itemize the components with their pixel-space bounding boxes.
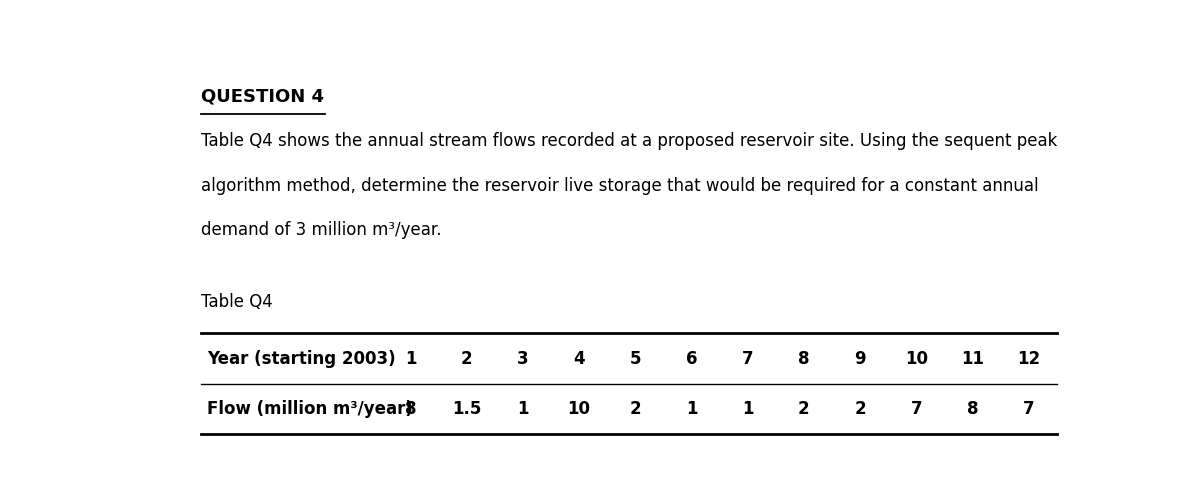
Text: 10: 10: [905, 350, 928, 368]
Text: QUESTION 4: QUESTION 4: [202, 88, 324, 106]
Text: 7: 7: [742, 350, 754, 368]
Text: 4: 4: [574, 350, 584, 368]
Text: 8: 8: [967, 400, 978, 418]
Text: 1: 1: [685, 400, 697, 418]
Text: Year (starting 2003): Year (starting 2003): [206, 350, 395, 368]
Text: demand of 3 million m³/year.: demand of 3 million m³/year.: [202, 221, 442, 239]
Text: Flow (million m³/year): Flow (million m³/year): [206, 400, 413, 418]
Text: Table Q4: Table Q4: [202, 293, 272, 311]
Text: 10: 10: [568, 400, 590, 418]
Text: 2: 2: [798, 400, 810, 418]
Text: 1: 1: [742, 400, 754, 418]
Text: 8: 8: [798, 350, 810, 368]
Text: 7: 7: [1022, 400, 1034, 418]
Text: 5: 5: [630, 350, 641, 368]
Text: 1: 1: [517, 400, 529, 418]
Text: 6: 6: [685, 350, 697, 368]
Text: 8: 8: [404, 400, 416, 418]
Text: algorithm method, determine the reservoir live storage that would be required fo: algorithm method, determine the reservoi…: [202, 177, 1039, 195]
Text: 9: 9: [854, 350, 866, 368]
Text: 12: 12: [1018, 350, 1040, 368]
Text: 2: 2: [630, 400, 641, 418]
Text: 7: 7: [911, 400, 922, 418]
Text: 1.5: 1.5: [452, 400, 481, 418]
Text: 2: 2: [461, 350, 473, 368]
Text: 11: 11: [961, 350, 984, 368]
Text: Table Q4 shows the annual stream flows recorded at a proposed reservoir site. Us: Table Q4 shows the annual stream flows r…: [202, 132, 1057, 150]
Text: 1: 1: [404, 350, 416, 368]
Text: 3: 3: [517, 350, 529, 368]
Text: 2: 2: [854, 400, 866, 418]
